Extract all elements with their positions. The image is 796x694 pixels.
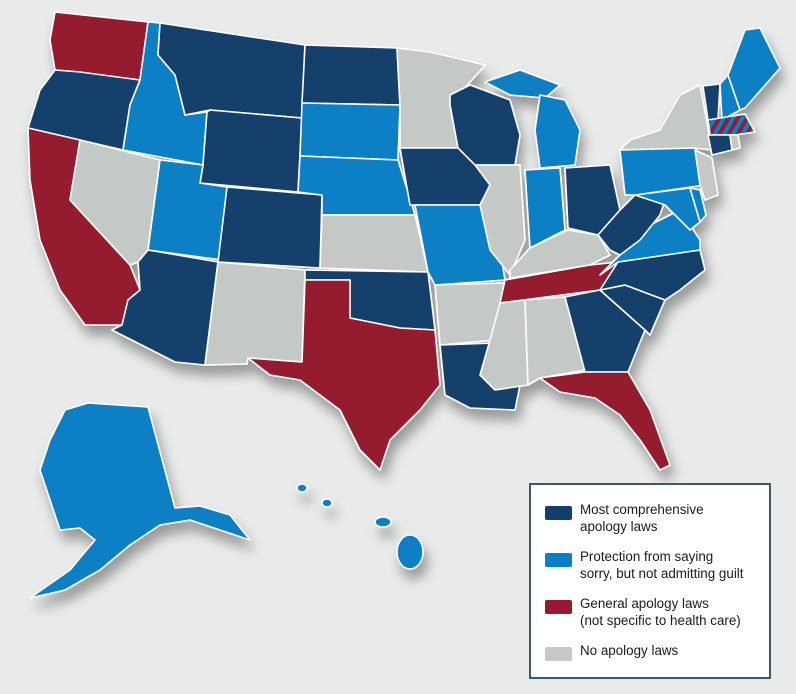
- legend: Most comprehensive apology laws Protectio…: [529, 483, 771, 679]
- state-RI: [729, 134, 741, 151]
- state-SD: [299, 102, 401, 161]
- state-ND: [301, 44, 401, 106]
- legend-swatch-dark-blue: [545, 506, 572, 520]
- legend-item-most-comprehensive: Most comprehensive apology laws: [545, 501, 757, 535]
- state-NY: [619, 84, 713, 151]
- state-KY: [509, 229, 611, 279]
- state-CT: [707, 134, 733, 156]
- state-HI-maui: [374, 516, 392, 528]
- state-MA: [707, 113, 756, 136]
- state-WA: [49, 11, 149, 81]
- state-HI-big: [396, 534, 424, 570]
- state-WV: [597, 194, 666, 256]
- legend-swatch-light-blue: [545, 553, 572, 567]
- legend-swatch-red: [545, 600, 572, 614]
- legend-label: Protection from saying sorry, but not adm…: [580, 549, 744, 581]
- state-IL: [474, 164, 526, 276]
- state-NM: [204, 261, 306, 366]
- legend-label: No apology laws: [580, 643, 679, 658]
- state-DE: [689, 187, 707, 223]
- legend-item-general: General apology laws (not specific to hea…: [545, 595, 757, 629]
- state-IN: [524, 167, 566, 249]
- state-HI-kauai: [296, 483, 308, 493]
- legend-item-protection-sorry: Protection from saying sorry, but not adm…: [545, 548, 757, 582]
- state-PA: [619, 144, 706, 196]
- legend-label: Most comprehensive apology laws: [580, 502, 704, 534]
- state-MI-UP: [484, 69, 561, 99]
- state-ME: [727, 27, 781, 111]
- state-MI: [534, 94, 581, 169]
- legend-swatch-gray: [545, 647, 572, 661]
- state-CO: [217, 186, 323, 269]
- state-TX: [247, 279, 441, 471]
- state-HI-oahu: [321, 498, 333, 508]
- legend-label: General apology laws (not specific to hea…: [580, 596, 741, 628]
- state-AK: [29, 402, 251, 599]
- state-NJ: [694, 149, 719, 201]
- state-FL: [539, 371, 671, 471]
- state-AL: [524, 296, 586, 386]
- state-WY: [199, 109, 303, 193]
- legend-item-none: No apology laws: [545, 642, 757, 661]
- state-GA: [564, 289, 646, 373]
- state-KS: [319, 214, 429, 273]
